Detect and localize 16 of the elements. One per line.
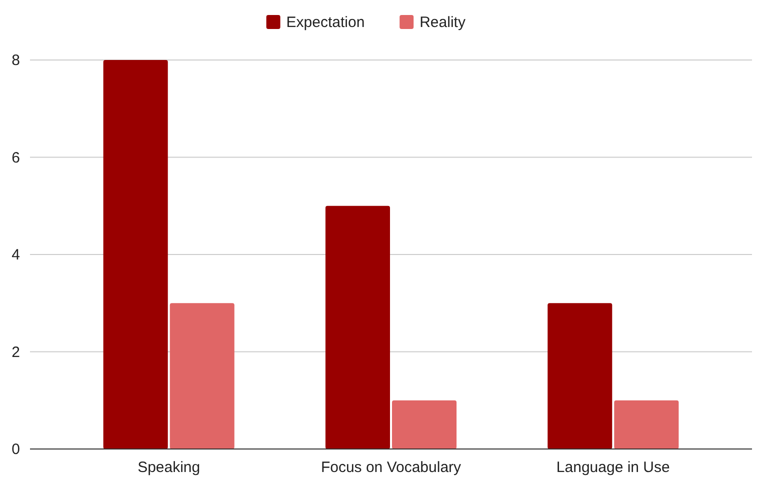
legend-label: Reality bbox=[420, 14, 466, 31]
bar bbox=[548, 303, 612, 449]
x-tick-label: Language in Use bbox=[556, 459, 670, 476]
x-tick-label: Focus on Vocabulary bbox=[320, 459, 462, 476]
y-tick-label: 0 bbox=[12, 441, 20, 458]
bar bbox=[392, 400, 457, 449]
bar bbox=[325, 206, 390, 449]
y-tick-label: 2 bbox=[12, 344, 20, 361]
bar bbox=[614, 400, 679, 449]
bar bbox=[170, 303, 234, 449]
y-tick-label: 6 bbox=[12, 149, 20, 166]
x-tick-label: Speaking bbox=[138, 459, 200, 476]
y-tick-label: 8 bbox=[12, 52, 20, 69]
bar bbox=[103, 60, 168, 449]
y-tick-label: 4 bbox=[12, 246, 20, 264]
legend-label: Expectation bbox=[286, 14, 365, 31]
